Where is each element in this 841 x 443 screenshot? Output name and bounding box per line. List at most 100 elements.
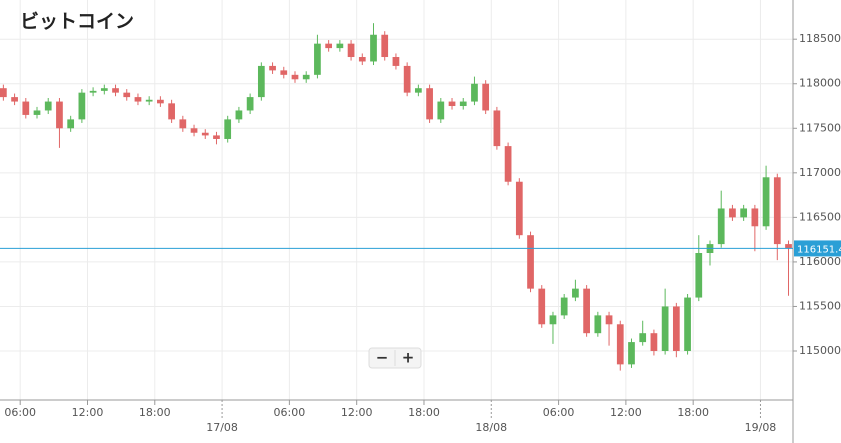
candle-body: [269, 65, 276, 71]
x-tick-label: 17/08: [206, 421, 238, 434]
candle-body: [392, 57, 400, 66]
candle-body: [44, 101, 52, 111]
candle-body: [280, 70, 288, 75]
candle-body: [448, 101, 456, 107]
x-tick-label: 18:00: [677, 406, 709, 419]
x-tick-label: 18:00: [408, 406, 440, 419]
candle-body: [134, 97, 142, 102]
candle-body: [594, 315, 602, 334]
candles: [0, 23, 792, 371]
candle-body: [56, 101, 63, 129]
candle-body: [78, 92, 86, 120]
zoom-in[interactable]: +: [402, 349, 415, 367]
candle-body: [415, 88, 422, 93]
candle-body: [145, 99, 153, 102]
candle-body: [157, 99, 164, 104]
candle-body: [403, 65, 411, 93]
candle-body: [740, 208, 748, 218]
y-tick-label: 116500.0: [799, 210, 841, 223]
y-tick-label: 115000.0: [799, 344, 841, 357]
x-tick-label: 06:00: [4, 406, 36, 419]
candle-body: [100, 88, 108, 91]
x-tick-label: 18:00: [139, 406, 171, 419]
candle-body: [33, 110, 41, 115]
candle-body: [257, 65, 265, 98]
candle-body: [504, 146, 512, 182]
candle-body: [426, 88, 433, 120]
candle-body: [549, 315, 557, 325]
candle-body: [605, 315, 613, 325]
zoom-out[interactable]: −: [376, 349, 389, 367]
candle-body: [785, 244, 792, 249]
candle-body: [11, 97, 18, 102]
candle-body: [762, 177, 770, 227]
candle-body: [650, 333, 658, 352]
candle-body: [729, 208, 736, 218]
candle-body: [717, 208, 725, 245]
candle-body: [89, 90, 97, 93]
candle-body: [773, 177, 781, 245]
grid: [0, 0, 793, 400]
x-tick-label: 12:00: [72, 406, 104, 419]
candle-body: [471, 83, 478, 102]
candle-body: [515, 181, 523, 236]
candle-body: [347, 43, 355, 58]
candle-body: [190, 128, 198, 133]
candle-body: [751, 208, 759, 227]
candle-body: [370, 34, 377, 62]
y-tick-label: 116000.0: [799, 255, 841, 268]
candle-body: [201, 132, 209, 136]
candle-body: [482, 83, 490, 111]
candle-body: [314, 43, 321, 75]
y-tick-label: 118500.0: [799, 32, 841, 45]
candle-body: [684, 297, 691, 352]
zoom-controls: − +: [368, 347, 422, 369]
x-tick-label: 06:00: [543, 406, 575, 419]
candle-body: [381, 34, 389, 58]
candle-body: [246, 97, 254, 111]
y-tick-label: 117000.0: [799, 166, 841, 179]
candle-body: [639, 333, 647, 343]
candle-body: [291, 74, 299, 80]
candle-body: [695, 253, 703, 298]
candle-body: [112, 88, 119, 93]
candle-body: [179, 119, 187, 129]
candle-body: [325, 43, 333, 49]
candle-body: [661, 306, 669, 352]
y-tick-label: 117500.0: [799, 121, 841, 134]
candle-body: [168, 103, 175, 120]
x-tick-label: 12:00: [610, 406, 642, 419]
candle-body: [437, 101, 445, 120]
candle-body: [583, 288, 590, 334]
current-price-label: 116151.4: [797, 244, 841, 255]
candle-body: [672, 306, 680, 352]
current-price-box: [794, 240, 841, 257]
chart-title: ビットコイン: [20, 11, 134, 33]
candle-body: [235, 110, 243, 120]
candle-body: [0, 88, 7, 98]
x-tick-label: 19/08: [745, 421, 777, 434]
y-tick-label: 115500.0: [799, 299, 841, 312]
candle-body: [538, 288, 546, 325]
candle-body: [358, 57, 366, 62]
candle-body: [493, 110, 501, 147]
candle-body: [336, 43, 344, 49]
x-tick-label: 06:00: [274, 406, 306, 419]
candle-body: [213, 135, 220, 139]
candle-body: [302, 74, 310, 80]
y-tick-label: 118000.0: [799, 77, 841, 90]
candle-body: [67, 119, 75, 129]
x-tick-label: 12:00: [341, 406, 373, 419]
candle-body: [628, 342, 635, 365]
candle-body: [123, 92, 131, 98]
candle-body: [616, 324, 624, 365]
candle-body: [527, 235, 534, 289]
candle-body: [224, 119, 232, 139]
x-tick-label: 18/08: [475, 421, 507, 434]
candle-body: [459, 101, 467, 107]
candle-body: [22, 101, 30, 115]
candle-body: [560, 297, 568, 316]
candle-body: [572, 288, 579, 298]
